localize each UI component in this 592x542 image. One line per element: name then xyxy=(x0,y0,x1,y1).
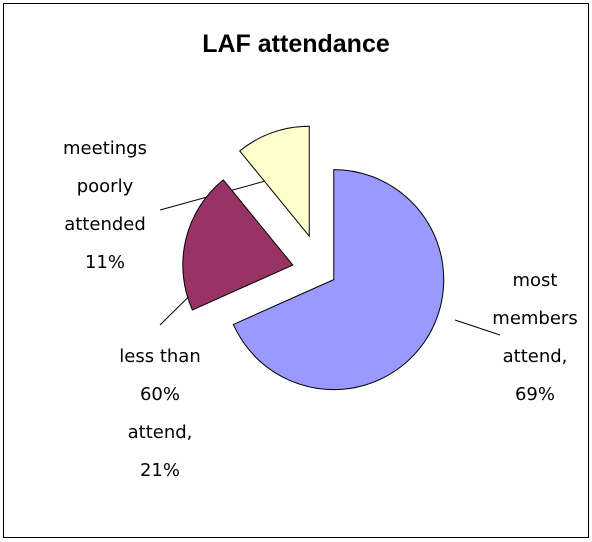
slice-label: meetings poorly attended 11% xyxy=(45,130,165,282)
value-label: 11% xyxy=(84,252,125,273)
pie-slice xyxy=(232,169,445,391)
slice-label: most members attend, 69% xyxy=(485,262,585,414)
slice-label: less than 60% attend, 21% xyxy=(105,338,215,490)
value-label: 21% xyxy=(139,460,180,481)
frame xyxy=(3,3,589,538)
category-label: most members attend, xyxy=(492,270,578,367)
pie-slice xyxy=(182,179,294,311)
pie-slice xyxy=(239,125,310,238)
category-label: less than 60% attend, xyxy=(119,346,201,443)
leader-line xyxy=(454,319,501,336)
chart-title: LAF attendance xyxy=(202,30,390,58)
category-label: meetings poorly attended xyxy=(63,138,147,235)
pie xyxy=(182,125,445,391)
value-label: 69% xyxy=(514,384,555,405)
